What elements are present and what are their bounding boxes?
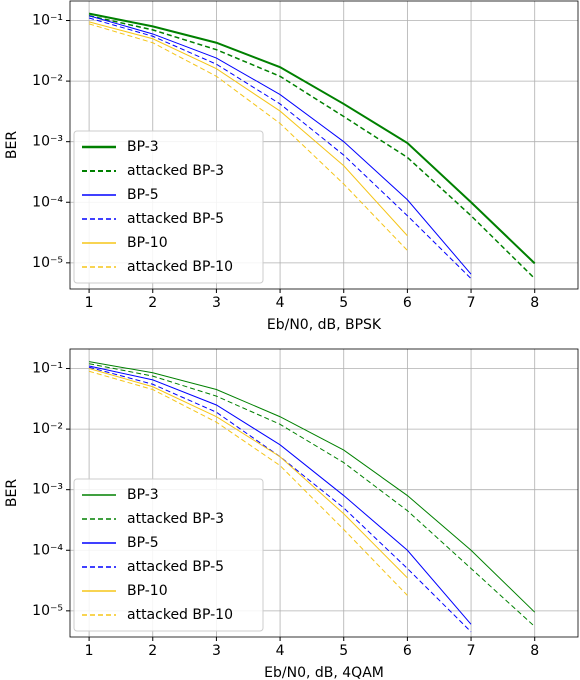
y-tick-label: 10⁻¹ [32, 13, 63, 29]
data-line [88, 14, 536, 280]
x-tick-label: 1 [85, 295, 94, 311]
x-tick-label: 6 [403, 295, 412, 311]
y-tick-label: 10⁻³ [32, 134, 63, 150]
x-tick-label: 6 [403, 643, 412, 659]
x-tick-label: 7 [467, 295, 476, 311]
y-tick-label: 10⁻¹ [32, 361, 63, 377]
legend-label: BP-10 [127, 235, 168, 251]
legend-label: attacked BP-10 [127, 607, 233, 623]
data-line [88, 12, 536, 265]
x-tick-label: 3 [212, 643, 221, 659]
x-tick-label: 5 [339, 295, 348, 311]
legend-label: attacked BP-10 [127, 259, 233, 275]
plot-frame [69, 348, 579, 638]
x-tick-label: 8 [530, 643, 539, 659]
data-line [88, 370, 408, 596]
legend-label: BP-10 [127, 583, 168, 599]
y-axis-label: BER [4, 131, 20, 159]
data-line [88, 17, 472, 279]
data-line [89, 361, 536, 613]
x-tick-label: 1 [85, 643, 94, 659]
y-tick-label: 10⁻⁵ [32, 603, 63, 619]
x-tick-label: 3 [212, 295, 221, 311]
data-line [88, 366, 472, 633]
legend-label: BP-5 [127, 187, 159, 203]
legend-label: attacked BP-5 [127, 211, 224, 227]
legend-label: BP-5 [127, 535, 159, 551]
data-line [88, 368, 408, 579]
x-tick-label: 4 [276, 643, 285, 659]
y-tick-label: 10⁻² [32, 73, 63, 89]
x-tick-label: 5 [339, 643, 348, 659]
x-tick-label: 4 [276, 295, 285, 311]
x-tick-label: 2 [148, 643, 157, 659]
x-tick-label: 2 [148, 295, 157, 311]
y-tick-label: 10⁻⁴ [32, 194, 63, 210]
data-line [88, 365, 472, 625]
legend-label: attacked BP-3 [127, 163, 224, 179]
y-tick-label: 10⁻³ [32, 482, 63, 498]
data-line [88, 23, 408, 251]
plot-frame [69, 0, 579, 290]
legend-box [73, 478, 264, 632]
x-axis-label: Eb/N0, dB, 4QAM [264, 665, 384, 680]
y-tick-label: 10⁻⁵ [32, 255, 63, 271]
data-line [88, 21, 408, 237]
x-tick-label: 7 [467, 643, 476, 659]
x-axis-label: Eb/N0, dB, BPSK [267, 317, 382, 333]
data-line [89, 363, 536, 627]
data-line [88, 15, 472, 275]
legend-box [73, 130, 264, 284]
legend-label: BP-3 [127, 139, 159, 155]
y-tick-label: 10⁻⁴ [32, 542, 63, 558]
legend-label: BP-3 [127, 487, 159, 503]
x-tick-label: 8 [530, 295, 539, 311]
legend-label: attacked BP-3 [127, 511, 224, 527]
y-tick-label: 10⁻² [32, 421, 63, 437]
y-axis-label: BER [4, 479, 20, 507]
legend-label: attacked BP-5 [127, 559, 224, 575]
